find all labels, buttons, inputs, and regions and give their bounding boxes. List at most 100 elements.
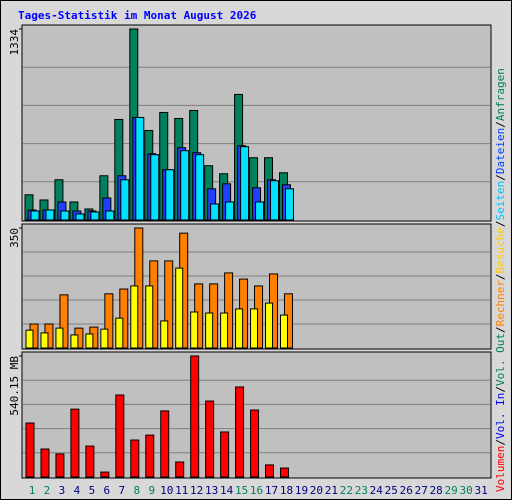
legend-entry: Volumen — [494, 446, 507, 492]
x-tick-label: 18 — [280, 484, 293, 497]
bar — [165, 169, 175, 221]
bar — [70, 408, 80, 478]
x-tick-label: 15 — [235, 484, 248, 497]
bar — [85, 445, 95, 478]
bar — [40, 332, 49, 349]
legend-separator: / — [494, 174, 507, 181]
bar — [135, 116, 145, 221]
x-tick-label: 20 — [310, 484, 323, 497]
bar — [115, 317, 124, 349]
bar — [115, 394, 125, 478]
x-tick-label: 29 — [445, 484, 458, 497]
x-tick-label: 13 — [205, 484, 218, 497]
bar — [100, 328, 109, 349]
x-tick-label: 28 — [430, 484, 443, 497]
x-tick-label: 1 — [29, 484, 36, 497]
x-tick-label: 9 — [148, 484, 155, 497]
bar — [130, 285, 139, 349]
bar — [150, 154, 160, 221]
bar — [175, 267, 184, 349]
bar — [85, 333, 94, 349]
chart-title: Tages-Statistik im Monat August 2026 — [18, 9, 257, 22]
bar — [175, 461, 185, 478]
x-tick-label: 14 — [220, 484, 234, 497]
bar — [55, 453, 65, 478]
bar — [59, 294, 69, 349]
legend-entry: Anfragen — [494, 68, 507, 121]
bar — [284, 188, 294, 221]
bar — [164, 260, 174, 349]
x-tick-label: 12 — [190, 484, 203, 497]
bar — [220, 312, 229, 349]
x-tick-label: 19 — [295, 484, 308, 497]
bar — [235, 308, 244, 349]
bar — [160, 320, 169, 349]
legend-separator: / — [494, 439, 507, 446]
legend-separator: / — [494, 121, 507, 128]
bar — [265, 464, 275, 478]
legend-entry: Vol. In — [494, 393, 507, 439]
x-tick-label: 26 — [400, 484, 413, 497]
bar — [205, 312, 214, 349]
bar — [55, 327, 64, 349]
bar — [195, 154, 205, 221]
x-tick-label: 16 — [250, 484, 263, 497]
legend-separator: / — [494, 326, 507, 333]
x-tick-label: 24 — [370, 484, 384, 497]
bar — [45, 209, 55, 221]
bar — [100, 471, 110, 478]
bar — [270, 180, 280, 221]
x-tick-label: 30 — [460, 484, 473, 497]
x-tick-label: 22 — [340, 484, 353, 497]
bar — [220, 431, 230, 478]
legend-entry: Rechner — [494, 280, 507, 327]
x-tick-label: 7 — [119, 484, 126, 497]
legend-entry: Dateien — [494, 128, 507, 174]
bar — [265, 302, 274, 349]
x-tick-label: 5 — [89, 484, 96, 497]
bar — [145, 285, 154, 349]
bar — [250, 308, 259, 349]
legend-separator: / — [494, 220, 507, 227]
x-tick-label: 17 — [265, 484, 278, 497]
bar — [25, 329, 34, 349]
x-tick-label: 11 — [175, 484, 188, 497]
x-tick-label: 2 — [44, 484, 51, 497]
legend-separator: / — [494, 273, 507, 280]
x-tick-label: 31 — [474, 484, 487, 497]
legend-entry: Vol. Out — [494, 333, 507, 386]
bar — [279, 314, 288, 349]
x-tick-label: 25 — [385, 484, 398, 497]
bar — [104, 293, 114, 349]
bar — [240, 146, 250, 221]
bar — [279, 467, 289, 478]
bar — [190, 311, 199, 349]
x-tick-label: 10 — [160, 484, 173, 497]
x-tick-label: 4 — [74, 484, 81, 497]
bar — [75, 213, 85, 221]
bar — [25, 422, 35, 478]
bar — [224, 272, 234, 349]
legend: Volumen/Vol. In/Vol. Out/Rechner/Besuche… — [494, 68, 507, 492]
x-tick-label: 8 — [133, 484, 140, 497]
bar — [70, 334, 79, 349]
x-tick-label: 27 — [415, 484, 428, 497]
x-tick-label: 23 — [355, 484, 368, 497]
x-tick-label: 6 — [104, 484, 111, 497]
bar — [40, 448, 50, 478]
bar — [250, 409, 260, 478]
bar — [30, 210, 40, 221]
bar — [235, 386, 245, 478]
bar — [145, 434, 155, 478]
x-tick-label: 21 — [325, 484, 338, 497]
bar — [160, 410, 170, 478]
bar — [130, 439, 140, 478]
bar — [210, 203, 220, 221]
legend-entry: Besuche — [494, 227, 507, 273]
bar — [180, 150, 190, 221]
bar — [60, 210, 70, 221]
bar — [225, 201, 235, 221]
bar — [90, 211, 100, 221]
x-tick-label: 3 — [59, 484, 66, 497]
